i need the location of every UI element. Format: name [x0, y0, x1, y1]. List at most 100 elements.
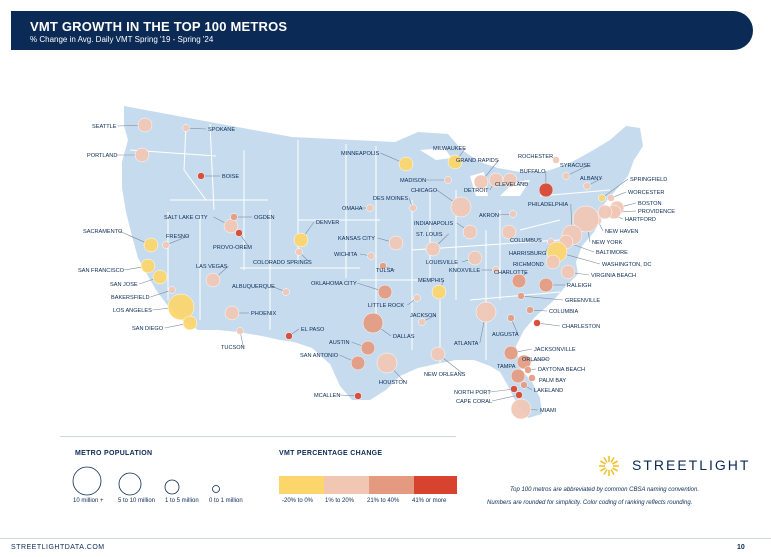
- city-bubble: [425, 241, 441, 257]
- label-leader-line: [526, 386, 533, 391]
- city-bubble: [418, 318, 426, 326]
- note-line-1: Top 100 metros are abbreviated by common…: [510, 487, 699, 493]
- city-label: DETROIT: [464, 188, 489, 194]
- logo-ray: [610, 469, 615, 476]
- label-leader-line: [540, 323, 561, 327]
- city-bubble: [230, 213, 238, 221]
- label-leader-line: [169, 235, 189, 244]
- label-leader-line: [218, 265, 229, 276]
- label-leader-line: [517, 348, 533, 352]
- city-bubble: [517, 292, 525, 300]
- city-bubble: [520, 381, 528, 389]
- city-label: TULSA: [376, 268, 394, 274]
- city-label: MCALLEN: [314, 393, 340, 399]
- city-bubble: [409, 204, 417, 212]
- city-label: BOSTON: [638, 201, 662, 207]
- city-label: TAMPA: [497, 364, 516, 370]
- city-label: CLEVELAND: [495, 182, 528, 188]
- city-bubble: [295, 248, 303, 256]
- legend-divider: [60, 436, 456, 437]
- logo-ray: [599, 460, 606, 465]
- city-bubble: [473, 174, 489, 190]
- city-label: AUGUSTA: [492, 332, 519, 338]
- label-leader-line: [408, 197, 412, 205]
- label-leader-line: [491, 395, 516, 402]
- city-bubble: [350, 355, 366, 371]
- city-label: SPRINGFIELD: [630, 177, 667, 183]
- city-label: PROVIDENCE: [638, 209, 675, 215]
- city-label: SEATTLE: [92, 124, 117, 130]
- city-bubble: [282, 288, 290, 296]
- city-label: SPOKANE: [208, 127, 235, 133]
- city-bubble: [182, 315, 198, 331]
- city-label: KANSAS CITY: [338, 236, 375, 242]
- label-leader-line: [512, 321, 519, 335]
- city-bubble: [152, 269, 168, 285]
- label-leader-line: [437, 233, 449, 245]
- city-label: JACKSONVILLE: [534, 347, 576, 353]
- city-label: SACRAMENTO: [83, 229, 123, 235]
- city-bubble: [362, 312, 384, 334]
- city-label: NEW ORLEANS: [424, 372, 466, 378]
- city-label: MIAMI: [540, 408, 557, 414]
- city-label: AKRON: [479, 213, 499, 219]
- label-leader-line: [291, 328, 300, 335]
- vmt-legend-label: 21% to 40%: [367, 498, 400, 504]
- city-label: PALM BAY: [539, 378, 566, 384]
- city-bubble: [224, 305, 240, 321]
- city-bubble: [167, 293, 195, 321]
- city-bubble: [182, 124, 190, 132]
- vmt-swatch-low: [324, 476, 369, 494]
- label-leader-line: [530, 358, 548, 362]
- city-bubble: [398, 156, 414, 172]
- city-label: ALBANY: [580, 176, 602, 182]
- note-line-2: Numbers are rounded for simplicity. Colo…: [487, 500, 693, 506]
- city-bubble: [501, 224, 517, 240]
- logo-ray: [603, 456, 608, 463]
- city-label: GRAND RAPIDS: [456, 158, 499, 164]
- label-leader-line: [117, 124, 139, 127]
- city-bubble: [134, 147, 150, 163]
- city-bubble: [503, 345, 519, 361]
- city-label: COLORADO SPRINGS: [253, 260, 312, 266]
- label-leader-line: [479, 321, 485, 344]
- pop-legend-circle: [212, 485, 220, 493]
- city-label: BALTIMORE: [596, 250, 628, 256]
- city-label: VIRGINIA BEACH: [591, 273, 636, 279]
- city-bubble: [528, 374, 536, 382]
- label-leader-line: [572, 244, 595, 253]
- label-leader-line: [351, 341, 362, 346]
- city-bubble: [388, 235, 404, 251]
- label-leader-line: [150, 290, 169, 298]
- city-bubble: [524, 366, 532, 374]
- label-leader-line: [436, 189, 453, 202]
- label-leader-line: [516, 181, 528, 185]
- city-bubble: [360, 340, 376, 356]
- page-number: 10: [737, 544, 745, 551]
- label-leader-line: [139, 278, 154, 285]
- city-bubble: [379, 262, 387, 270]
- page-subtitle: % Change in Avg. Daily VMT Spring '19 - …: [30, 35, 214, 44]
- city-bubble: [367, 252, 375, 260]
- city-label: EL PASO: [301, 327, 325, 333]
- brand-name: STREETLIGHT: [632, 457, 751, 473]
- city-label: CHARLESTON: [562, 324, 600, 330]
- city-bubble: [137, 117, 153, 133]
- label-leader-line: [599, 223, 604, 232]
- city-label: DENVER: [316, 220, 339, 226]
- vmt-swatch-mid: [369, 476, 414, 494]
- city-label: OKLAHOMA CITY: [311, 281, 357, 287]
- label-leader-line: [443, 358, 464, 375]
- state-borders: [129, 123, 611, 370]
- label-leaders: [116, 124, 637, 411]
- label-leader-line: [485, 159, 500, 177]
- label-leader-line: [359, 253, 368, 256]
- city-label: CHARLOTTE: [494, 270, 528, 276]
- city-bubble: [354, 392, 362, 400]
- city-bubble: [533, 319, 541, 327]
- city-label: MINNEAPOLIS: [341, 151, 380, 157]
- header-banner: [11, 11, 753, 50]
- population-legend-title: METRO POPULATION: [75, 450, 153, 457]
- city-label: LAKELAND: [534, 388, 563, 394]
- city-labels: SEATTLE SPOKANE PORTLAND BOISE SACRAMENTO FRE…: [78, 124, 675, 414]
